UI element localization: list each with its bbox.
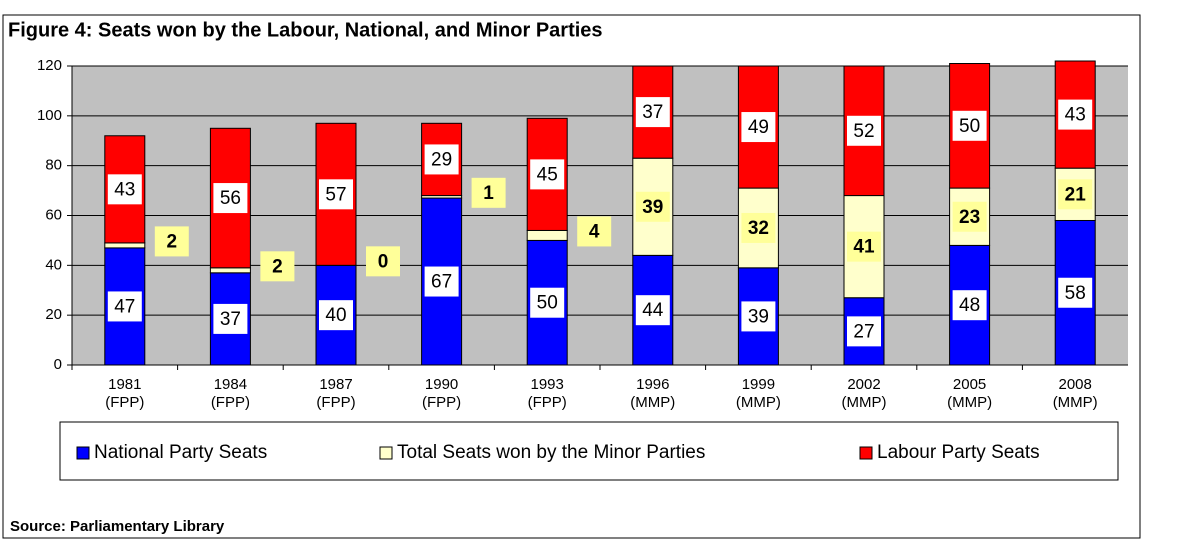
value-label-box [319,300,353,331]
x-tick-label: 1984 (FPP) [211,376,250,411]
value-label-box [471,177,506,208]
value-label-box [741,212,776,243]
x-tick-label: 2008 (MMP) [1053,376,1098,411]
value-label-box [530,159,565,190]
value-label-box [1058,277,1093,308]
value-label-box [952,290,987,321]
value-label: 56 [220,188,241,209]
legend-label: Total Seats won by the Minor Parties [397,442,705,463]
value-label: 44 [642,300,664,321]
value-label: 4 [589,221,600,242]
value-label: 52 [853,121,874,142]
value-label: 23 [959,207,980,228]
y-tick-label: 20 [45,306,62,323]
y-tick-label: 80 [45,157,62,174]
value-label: 39 [748,306,769,327]
value-label: 27 [853,321,874,342]
value-label: 40 [325,305,346,326]
value-label: 37 [642,102,663,123]
legend-label: Labour Party Seats [877,442,1040,463]
value-label-box [741,301,776,332]
value-label: 29 [431,149,452,170]
value-label-box [847,115,881,146]
legend-swatch [379,446,393,460]
value-label: 43 [114,179,135,200]
value-label-box [1058,99,1093,130]
value-label-box [154,226,189,257]
value-label: 49 [748,117,769,138]
x-tick-label: 1999 (MMP) [736,376,781,411]
value-label-box [847,231,881,262]
x-tick-label: 2002 (MMP) [842,376,887,411]
bar-segment [209,267,251,274]
value-label-box [635,191,670,222]
value-label-box [366,246,400,277]
value-label-box [424,144,459,175]
value-label: 32 [748,218,769,239]
value-label: 48 [959,295,980,316]
x-tick-label: 1993 (FPP) [528,376,567,411]
value-label: 45 [537,164,558,185]
value-label-box [952,110,987,141]
value-label-box [260,251,295,282]
legend-swatch [76,446,90,460]
y-tick-label: 60 [45,206,62,223]
value-label-box [107,174,142,205]
value-label-box [213,303,248,334]
value-label: 0 [378,251,389,272]
value-label: 41 [853,237,875,258]
value-label-box [635,97,670,128]
value-label: 57 [325,184,346,205]
y-tick-label: 100 [37,107,62,124]
value-label: 47 [114,296,135,317]
value-label-box [577,216,612,247]
legend-box [59,421,1119,481]
value-label-box [741,112,776,143]
value-label-box [847,316,881,347]
value-label: 37 [220,309,241,330]
value-label: 58 [1065,283,1086,304]
x-tick-label: 1981 (FPP) [105,376,144,411]
value-label: 39 [642,197,663,218]
value-label: 1 [483,183,494,204]
value-label-box [107,291,142,322]
value-label-box [530,287,565,318]
value-label-box [635,295,670,326]
x-tick-label: 2005 (MMP) [947,376,992,411]
x-tick-label: 1996 (MMP) [630,376,675,411]
value-label: 67 [431,272,452,293]
legend-swatch [859,446,873,460]
value-label: 50 [537,293,558,314]
legend-label: National Party Seats [94,442,267,463]
chart-title: Figure 4: Seats won by the Labour, Natio… [8,19,603,41]
value-label-box [1058,179,1093,210]
x-tick-label: 1990 (FPP) [422,376,461,411]
y-tick-label: 0 [54,356,62,373]
y-tick-label: 120 [37,57,62,74]
bar-segment [526,229,568,241]
value-label-box [319,179,353,210]
value-label: 21 [1065,184,1087,205]
value-label: 2 [272,256,283,277]
value-label: 43 [1065,105,1086,126]
bar-segment [104,242,146,249]
value-label-box [213,183,248,214]
value-label: 50 [959,116,980,137]
x-tick-label: 1987 (FPP) [316,376,355,411]
value-label-box [952,201,987,232]
value-label-box [424,266,459,297]
y-tick-label: 40 [45,256,62,273]
source: Source: Parliamentary Library [10,518,225,535]
value-label: 2 [167,231,178,252]
